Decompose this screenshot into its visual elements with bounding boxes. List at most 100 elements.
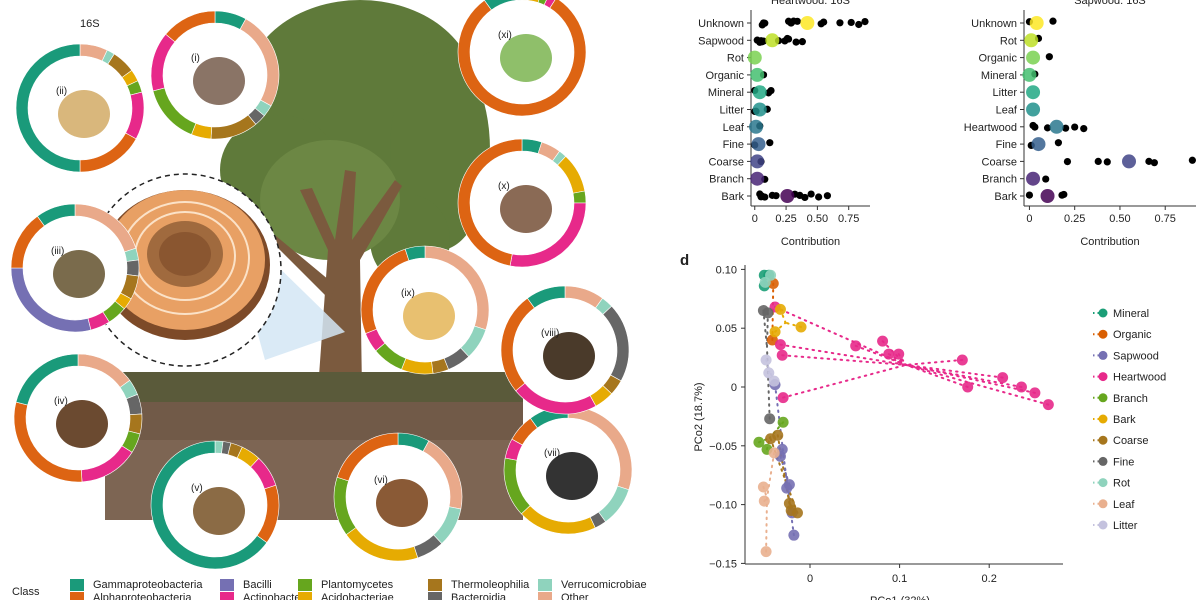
mean-point bbox=[1041, 189, 1055, 203]
data-point bbox=[794, 18, 801, 25]
legend-label: Branch bbox=[1113, 393, 1148, 405]
donut-label: (ii) bbox=[56, 86, 67, 97]
mean-point bbox=[748, 51, 762, 65]
data-point bbox=[861, 18, 868, 25]
data-point bbox=[1049, 18, 1056, 25]
y-tick-label: 0.05 bbox=[716, 323, 737, 335]
centroid-spider-line bbox=[906, 365, 1003, 378]
donut-segment bbox=[128, 414, 142, 434]
green-leaf-icon bbox=[500, 34, 552, 82]
legend-marker bbox=[1099, 457, 1108, 466]
donut-chart: (iv) bbox=[14, 354, 142, 482]
data-point bbox=[1071, 123, 1078, 130]
x-tick-label: 0 bbox=[807, 573, 813, 585]
data-point bbox=[785, 35, 792, 42]
y-tick-label: 0 bbox=[731, 382, 737, 394]
data-point bbox=[824, 192, 831, 199]
panel-letter-d: d bbox=[680, 252, 689, 269]
heartwood-contribution-plot: Heartwood: 16SUnknownSapwoodRotOrganicMi… bbox=[698, 0, 870, 248]
legend-label: Mineral bbox=[1113, 308, 1149, 320]
legend-label: Leaf bbox=[1113, 499, 1135, 511]
heartwood-piece-icon bbox=[53, 250, 105, 298]
legend-label: Bacteroidia bbox=[451, 592, 506, 600]
pcoa-point-bark bbox=[770, 326, 781, 337]
pcoa-point-bark bbox=[775, 304, 786, 315]
mean-point bbox=[753, 103, 767, 117]
donut-label: (xi) bbox=[498, 30, 512, 41]
data-point bbox=[1104, 158, 1111, 165]
mean-point bbox=[750, 68, 764, 82]
legend-label: Heartwood bbox=[1113, 372, 1166, 384]
legend-marker bbox=[1099, 351, 1108, 360]
y-tick-label: Organic bbox=[705, 70, 744, 82]
mean-point bbox=[1031, 137, 1045, 151]
legend-label: Verrucomicrobiae bbox=[561, 579, 647, 591]
donut-chart: (ii) bbox=[16, 44, 144, 172]
legend-swatch bbox=[428, 579, 442, 591]
data-point bbox=[761, 20, 768, 27]
legend-item: Verrucomicrobiae bbox=[538, 579, 647, 591]
data-point bbox=[761, 193, 768, 200]
mean-point bbox=[753, 85, 767, 99]
x-tick-label: 0 bbox=[1026, 213, 1032, 225]
organic-soil-icon bbox=[376, 479, 428, 527]
x-tick-label: 0.75 bbox=[838, 213, 859, 225]
legend-label: Sapwood bbox=[1113, 350, 1159, 362]
data-point bbox=[808, 190, 815, 197]
x-tick-label: 0.50 bbox=[1109, 213, 1130, 225]
pcoa-point-rot bbox=[760, 277, 771, 288]
pcoa-point-heartwood bbox=[997, 372, 1008, 383]
y-tick-label: Unknown bbox=[971, 18, 1017, 30]
mean-point bbox=[1026, 172, 1040, 186]
donut-label: (vi) bbox=[374, 475, 388, 486]
data-point bbox=[1026, 192, 1033, 199]
centroid-spider-line bbox=[906, 360, 962, 365]
data-point bbox=[836, 19, 843, 26]
pcoa-point-branch bbox=[778, 417, 789, 428]
legend-marker bbox=[1099, 393, 1108, 402]
y-tick-label: Organic bbox=[978, 53, 1017, 65]
pcoa-point-heartwood bbox=[777, 350, 788, 361]
y-tick-label: Fine bbox=[723, 139, 744, 151]
mean-point bbox=[749, 120, 763, 134]
mean-point bbox=[752, 137, 766, 151]
y-tick-label: Rot bbox=[727, 53, 744, 65]
legend-label: Bark bbox=[1113, 414, 1136, 426]
pcoa-point-leaf bbox=[761, 546, 772, 557]
legend-item: Gammaproteobacteria bbox=[70, 579, 202, 591]
coarse-root-icon bbox=[193, 487, 245, 535]
mean-point bbox=[1026, 51, 1040, 65]
mean-point bbox=[1026, 103, 1040, 117]
data-point bbox=[1064, 158, 1071, 165]
mean-point bbox=[750, 172, 764, 186]
plot-title: Sapwood: 16S bbox=[1074, 0, 1146, 7]
pcoa-point-heartwood bbox=[1016, 382, 1027, 393]
data-point bbox=[1151, 159, 1158, 166]
legend-label: Thermoleophilia bbox=[451, 579, 529, 591]
y-tick-label: Litter bbox=[720, 105, 745, 117]
legend-item: Plantomycetes bbox=[298, 579, 393, 591]
legend-item: Acidobacteriae bbox=[298, 592, 394, 600]
y-tick-label: Bark bbox=[994, 191, 1017, 203]
data-point bbox=[772, 192, 779, 199]
x-tick-label: 0.1 bbox=[892, 573, 907, 585]
mean-point bbox=[750, 154, 764, 168]
donut-segment bbox=[573, 191, 586, 203]
legend-swatch bbox=[538, 579, 552, 591]
donut-label: (v) bbox=[191, 483, 203, 494]
y-tick-label: Leaf bbox=[723, 122, 745, 134]
pcoa-point-litter bbox=[769, 376, 780, 387]
legend-swatch bbox=[298, 579, 312, 591]
donut-segment bbox=[405, 246, 425, 261]
legend-swatch bbox=[220, 579, 234, 591]
mean-point bbox=[1024, 33, 1038, 47]
mean-point bbox=[1026, 85, 1040, 99]
x-tick-label: 0.25 bbox=[775, 213, 796, 225]
pcoa-point-heartwood bbox=[1029, 387, 1040, 398]
fine-roots-icon bbox=[56, 400, 108, 448]
pcoa-point-fine bbox=[762, 307, 773, 318]
rot-wood-icon bbox=[403, 292, 455, 340]
pcoa-point-coarse bbox=[792, 507, 803, 518]
donut-chart: (vi) bbox=[334, 433, 462, 561]
pcoa-point-heartwood bbox=[877, 336, 888, 347]
